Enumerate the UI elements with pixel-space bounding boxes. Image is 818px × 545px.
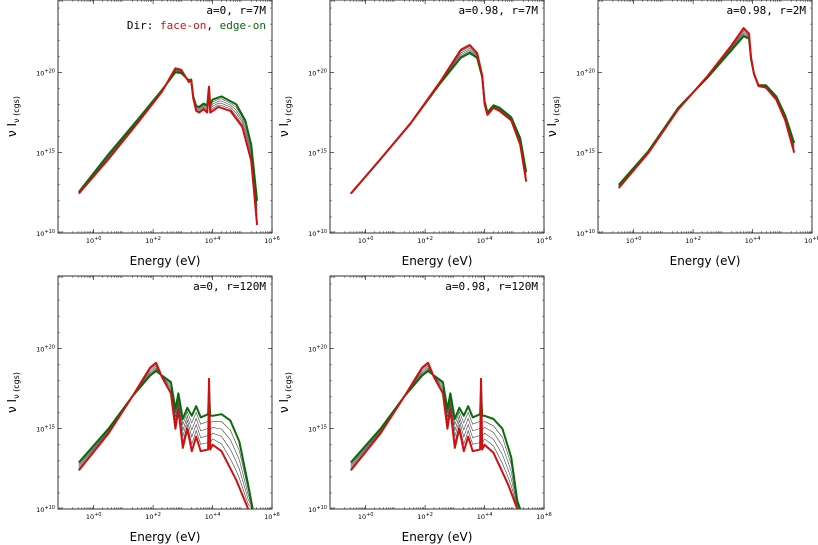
y-tick-label: 10+20 bbox=[576, 68, 595, 77]
series-intermediate-line bbox=[78, 363, 253, 509]
x-tick-label: 10+6 bbox=[536, 236, 552, 245]
y-tick-label: 10+10 bbox=[308, 229, 327, 238]
x-tick-label: 10+6 bbox=[264, 512, 280, 521]
y-tick-label: 10+20 bbox=[308, 344, 327, 353]
x-tick-label: 10+0 bbox=[358, 236, 374, 245]
legend-prefix: Dir: bbox=[127, 19, 160, 32]
series-face-on-line bbox=[618, 27, 796, 189]
x-tick-label: 10+6 bbox=[536, 512, 552, 521]
x-axis-label: Energy (eV) bbox=[670, 254, 741, 268]
x-axis-label: Energy (eV) bbox=[130, 530, 201, 544]
x-tick-label: 10+4 bbox=[477, 236, 493, 245]
panel-annotation: a=0, r=120M bbox=[193, 280, 266, 293]
x-tick-label: 10+0 bbox=[86, 236, 102, 245]
y-tick-label: 10+15 bbox=[36, 149, 55, 158]
panel-a098-r7M: 10+0 10+2 10+4 10+6 10+10 10+15 10+20 Energy (e… bbox=[277, 0, 552, 268]
legend-edge-on: edge-on bbox=[220, 19, 266, 32]
y-tick-label: 10+15 bbox=[308, 425, 327, 434]
y-tick-label: 10+10 bbox=[308, 505, 327, 514]
y-tick-label: 10+10 bbox=[576, 229, 595, 238]
series-intermediate-line bbox=[78, 368, 253, 509]
series-intermediate-line bbox=[350, 367, 521, 509]
x-tick-label: 10+6 bbox=[804, 236, 818, 245]
y-axis-label: ν Iν (cgs) bbox=[277, 372, 293, 413]
panel-a0-r120M: 10+0 10+2 10+4 10+6 10+10 10+15 10+20 Energy (e… bbox=[5, 275, 280, 544]
series-face-on-line bbox=[78, 67, 259, 226]
legend-face-on: face-on bbox=[160, 19, 206, 32]
panel-annotation: a=0.98, r=120M bbox=[445, 280, 538, 293]
series-face-on-line bbox=[350, 44, 528, 195]
x-tick-label: 10+4 bbox=[205, 236, 221, 245]
x-tick-label: 10+6 bbox=[264, 236, 280, 245]
x-tick-label: 10+2 bbox=[417, 236, 433, 245]
y-tick-label: 10+15 bbox=[576, 149, 595, 158]
series-intermediate-line bbox=[78, 367, 253, 509]
series-intermediate-line bbox=[350, 365, 521, 509]
panel-annotation: a=0, r=7M bbox=[206, 4, 266, 17]
x-tick-label: 10+2 bbox=[145, 512, 161, 521]
x-tick-label: 10+0 bbox=[358, 512, 374, 521]
y-tick-label: 10+15 bbox=[36, 425, 55, 434]
panel-annotation: a=0.98, r=7M bbox=[459, 4, 539, 17]
x-tick-label: 10+0 bbox=[86, 512, 102, 521]
y-axis-label: ν Iν (cgs) bbox=[545, 96, 561, 137]
y-axis-label: ν Iν (cgs) bbox=[277, 96, 293, 137]
x-tick-label: 10+2 bbox=[685, 236, 701, 245]
x-axis-label: Energy (eV) bbox=[402, 530, 473, 544]
panel-a0-r7M: 10+0 10+2 10+4 10+6 10+10 10+15 10+20 Energy (e… bbox=[5, 0, 280, 268]
series-intermediate-line bbox=[350, 368, 521, 509]
series-face-on-line bbox=[350, 361, 519, 509]
y-tick-label: 10+10 bbox=[36, 229, 55, 238]
panel-annotation: a=0.98, r=2M bbox=[727, 4, 807, 17]
y-tick-label: 10+10 bbox=[36, 505, 55, 514]
y-tick-label: 10+20 bbox=[36, 344, 55, 353]
series-intermediate-line bbox=[78, 365, 253, 509]
x-tick-label: 10+2 bbox=[417, 512, 433, 521]
panel-a098-r2M: 10+0 10+2 10+4 10+6 10+10 10+15 10+20 Energy (e… bbox=[545, 0, 818, 268]
x-tick-label: 10+2 bbox=[145, 236, 161, 245]
series-edge-on-line bbox=[350, 369, 522, 509]
y-axis-label: ν Iν (cgs) bbox=[5, 372, 21, 413]
plot-frame bbox=[597, 0, 813, 234]
x-tick-label: 10+4 bbox=[477, 512, 493, 521]
series-edge-on-line bbox=[78, 369, 254, 509]
panel-a098-r120M: 10+0 10+2 10+4 10+6 10+10 10+15 10+20 Energy (e… bbox=[277, 275, 552, 544]
y-axis-label: ν Iν (cgs) bbox=[5, 96, 21, 137]
series-face-on-line bbox=[78, 361, 250, 509]
series-intermediate-line bbox=[350, 363, 521, 509]
x-axis-label: Energy (eV) bbox=[130, 254, 201, 268]
legend-separator: , bbox=[206, 19, 219, 32]
x-tick-label: 10+0 bbox=[626, 236, 642, 245]
x-tick-label: 10+4 bbox=[205, 512, 221, 521]
y-tick-label: 10+20 bbox=[308, 68, 327, 77]
x-axis-label: Energy (eV) bbox=[402, 254, 473, 268]
direction-legend: Dir: face-on, edge-on bbox=[127, 19, 266, 32]
plot-frame bbox=[57, 275, 273, 510]
y-tick-label: 10+20 bbox=[36, 68, 55, 77]
x-tick-label: 10+4 bbox=[745, 236, 761, 245]
y-tick-label: 10+15 bbox=[308, 149, 327, 158]
